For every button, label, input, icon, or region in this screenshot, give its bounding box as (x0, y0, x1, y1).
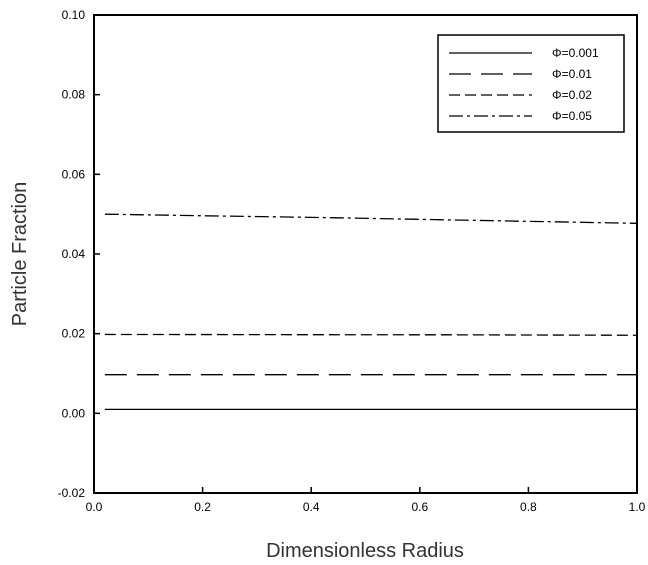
series-lines (104, 213, 638, 411)
y-tick-label: -0.02 (58, 486, 86, 500)
y-tick-label: 0.02 (62, 327, 86, 341)
series-line-4 (104, 213, 638, 224)
y-axis-title: Particle Fraction (9, 182, 31, 327)
x-tick-label: 0.0 (86, 500, 103, 514)
series-line-3 (104, 333, 638, 336)
x-tick-label: 0.8 (520, 500, 537, 514)
y-tick-label: 0.06 (62, 167, 86, 181)
x-axis-title: Dimensionless Radius (266, 540, 464, 562)
legend-label-3: Φ=0.02 (552, 88, 592, 102)
y-tick-label: 0.08 (62, 88, 86, 102)
legend-label-1: Φ=0.001 (552, 46, 599, 60)
x-tick-label: 0.2 (194, 500, 211, 514)
y-axis: -0.02 0.00 0.02 0.04 0.06 0.08 0.10 (58, 8, 100, 500)
x-tick-label: 0.4 (303, 500, 320, 514)
y-tick-label: 0.00 (62, 406, 86, 420)
y-tick-label: 0.10 (62, 8, 86, 22)
x-axis: 0.0 0.2 0.4 0.6 0.8 1.0 (86, 487, 646, 514)
x-tick-label: 0.6 (411, 500, 428, 514)
legend-label-2: Φ=0.01 (552, 67, 592, 81)
x-tick-label: 1.0 (629, 500, 646, 514)
legend-label-4: Φ=0.05 (552, 109, 592, 123)
legend: Φ=0.001 Φ=0.01 Φ=0.02 Φ=0.05 (437, 34, 625, 133)
y-tick-label: 0.04 (62, 247, 86, 261)
